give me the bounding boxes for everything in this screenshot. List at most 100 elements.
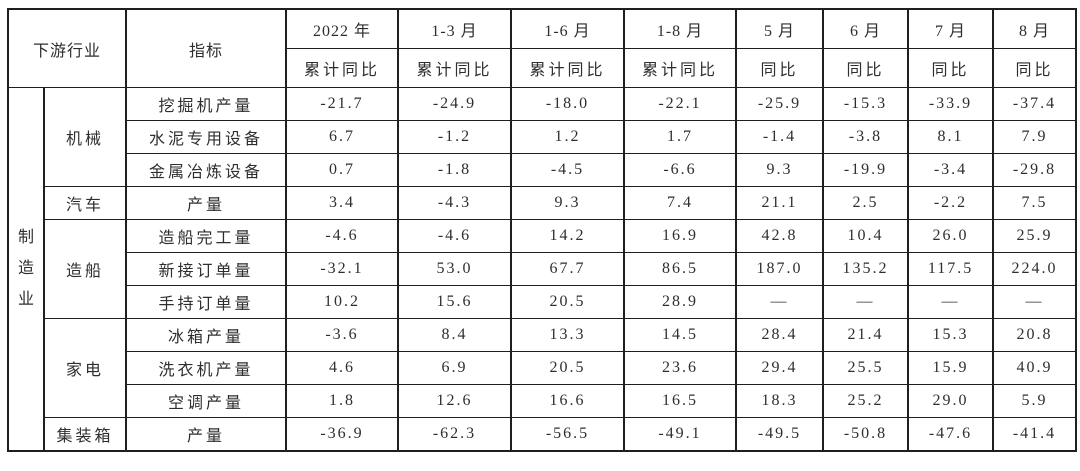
value-cell: 6.7: [285, 120, 400, 154]
table-row: 水泥专用设备 6.7 -1.2 1.2 1.7 -1.4 -3.8 8.1 7.9: [8, 120, 1078, 154]
value-cell: -3.8: [822, 120, 910, 154]
value-cell: 10.4: [822, 219, 910, 253]
value-cell: -22.1: [623, 87, 738, 121]
value-cell: -3.6: [285, 318, 400, 352]
indicator-cell: 冰箱产量: [125, 318, 288, 352]
value-cell: 1.2: [510, 120, 626, 154]
value-cell: -25.9: [735, 87, 825, 121]
value-cell: 25.9: [992, 219, 1078, 253]
value-cell: 187.0: [735, 252, 825, 286]
value-cell: -37.4: [992, 87, 1078, 121]
table-row: 制造业 机械 挖掘机产量 -21.7 -24.9 -18.0 -22.1 -25.9 -15.3…: [7, 87, 1078, 451]
value-cell: 14.2: [510, 219, 626, 253]
table-row: 新接订单量 -32.1 53.0 67.7 86.5 187.0 135.2 117.5 224…: [8, 252, 1078, 286]
value-cell: -15.3: [822, 87, 910, 121]
value-cell: -24.9: [397, 87, 513, 121]
header-cell-subtype: 累计同比: [285, 48, 400, 88]
value-cell: 4.6: [285, 351, 400, 385]
value-cell: -18.0: [510, 87, 626, 121]
value-cell: 16.6: [510, 384, 626, 418]
value-cell: -3.4: [907, 153, 995, 187]
header-cell-period: 2022 年: [285, 8, 400, 49]
table-body: 制造业 机械 挖掘机产量 -21.7 -24.9 -18.0 -22.1 -25.9 -15.3…: [7, 87, 1078, 451]
sector-cell: 制造业: [7, 87, 45, 451]
value-cell: 18.3: [735, 384, 825, 418]
table-row: 洗衣机产量 4.6 6.9 20.5 23.6 29.4 25.5 15.9 40.9: [8, 351, 1078, 385]
header-cell-period: 1-8 月: [623, 8, 738, 49]
group-cell: 机械: [42, 87, 128, 187]
value-cell: -19.9: [822, 153, 910, 187]
value-cell: 29.0: [907, 384, 995, 418]
value-cell: 21.1: [735, 186, 825, 220]
value-cell: 2.5: [822, 186, 910, 220]
value-cell: —: [992, 285, 1078, 319]
value-cell: 7.9: [992, 120, 1078, 154]
indicator-cell: 手持订单量: [125, 285, 288, 319]
value-cell: -49.5: [735, 417, 825, 451]
table-row: 汽车 产量 3.4 -4.3 9.3 7.4 21.1 2.5 -2.2 7.5: [8, 186, 1078, 220]
value-cell: 0.7: [285, 153, 400, 187]
value-cell: 13.3: [510, 318, 626, 352]
indicator-cell: 挖掘机产量: [125, 87, 288, 121]
value-cell: 135.2: [822, 252, 910, 286]
indicator-cell: 产量: [125, 417, 288, 451]
value-cell: -33.9: [907, 87, 995, 121]
value-cell: -41.4: [992, 417, 1078, 451]
value-cell: 8.4: [397, 318, 513, 352]
header-subtype-row: 累计同比 累计同比 累计同比 累计同比 同比 同比 同比 同比: [8, 48, 1078, 88]
value-cell: -4.6: [285, 219, 400, 253]
value-cell: 1.8: [285, 384, 400, 418]
group-cell: 造船: [42, 219, 128, 319]
indicator-cell: 空调产量: [125, 384, 288, 418]
value-cell: -36.9: [285, 417, 400, 451]
group-cell: 集装箱: [42, 417, 128, 451]
value-cell: -6.6: [623, 153, 738, 187]
indicator-cell: 造船完工量: [125, 219, 288, 253]
header-cell-indicator: 指标: [125, 8, 288, 88]
value-cell: 28.9: [623, 285, 738, 319]
value-cell: —: [822, 285, 910, 319]
header-cell-period: 6 月: [822, 8, 910, 49]
value-cell: —: [735, 285, 825, 319]
indicator-cell: 金属冶炼设备: [125, 153, 288, 187]
value-cell: 20.8: [992, 318, 1078, 352]
value-cell: -4.6: [397, 219, 513, 253]
header-cell-period: 1-3 月: [397, 8, 513, 49]
value-cell: 42.8: [735, 219, 825, 253]
header-cell-subtype: 累计同比: [623, 48, 738, 88]
value-cell: 224.0: [992, 252, 1078, 286]
value-cell: 53.0: [397, 252, 513, 286]
indicator-cell: 产量: [125, 186, 288, 220]
header-cell-period: 8 月: [992, 8, 1078, 49]
value-cell: -49.1: [623, 417, 738, 451]
value-cell: -32.1: [285, 252, 400, 286]
indicator-cell: 水泥专用设备: [125, 120, 288, 154]
table-row: 造船 造船完工量 -4.6 -4.6 14.2 16.9 42.8 10.4 26.0 25.9: [8, 219, 1078, 319]
value-cell: 7.5: [992, 186, 1078, 220]
value-cell: 21.4: [822, 318, 910, 352]
indicator-cell: 新接订单量: [125, 252, 288, 286]
value-cell: 9.3: [735, 153, 825, 187]
value-cell: -1.4: [735, 120, 825, 154]
value-cell: -1.2: [397, 120, 513, 154]
value-cell: 15.9: [907, 351, 995, 385]
value-cell: 86.5: [623, 252, 738, 286]
value-cell: 23.6: [623, 351, 738, 385]
value-cell: -2.2: [907, 186, 995, 220]
table-row: 集装箱 产量 -36.9 -62.3 -56.5 -49.1 -49.5 -50.8 -47.6…: [8, 417, 1078, 451]
value-cell: 16.5: [623, 384, 738, 418]
value-cell: 8.1: [907, 120, 995, 154]
value-cell: 26.0: [907, 219, 995, 253]
indicator-cell: 洗衣机产量: [125, 351, 288, 385]
table-row: 家电 冰箱产量 -3.6 8.4 13.3 14.5 28.4 21.4 15.3 20.8: [8, 318, 1078, 418]
value-cell: 20.5: [510, 351, 626, 385]
table-row: 金属冶炼设备 0.7 -1.8 -4.5 -6.6 9.3 -19.9 -3.4 -29.8: [8, 153, 1078, 187]
group-cell: 家电: [42, 318, 128, 418]
value-cell: -47.6: [907, 417, 995, 451]
value-cell: 40.9: [992, 351, 1078, 385]
value-cell: 9.3: [510, 186, 626, 220]
group-cell: 汽车: [42, 186, 128, 220]
